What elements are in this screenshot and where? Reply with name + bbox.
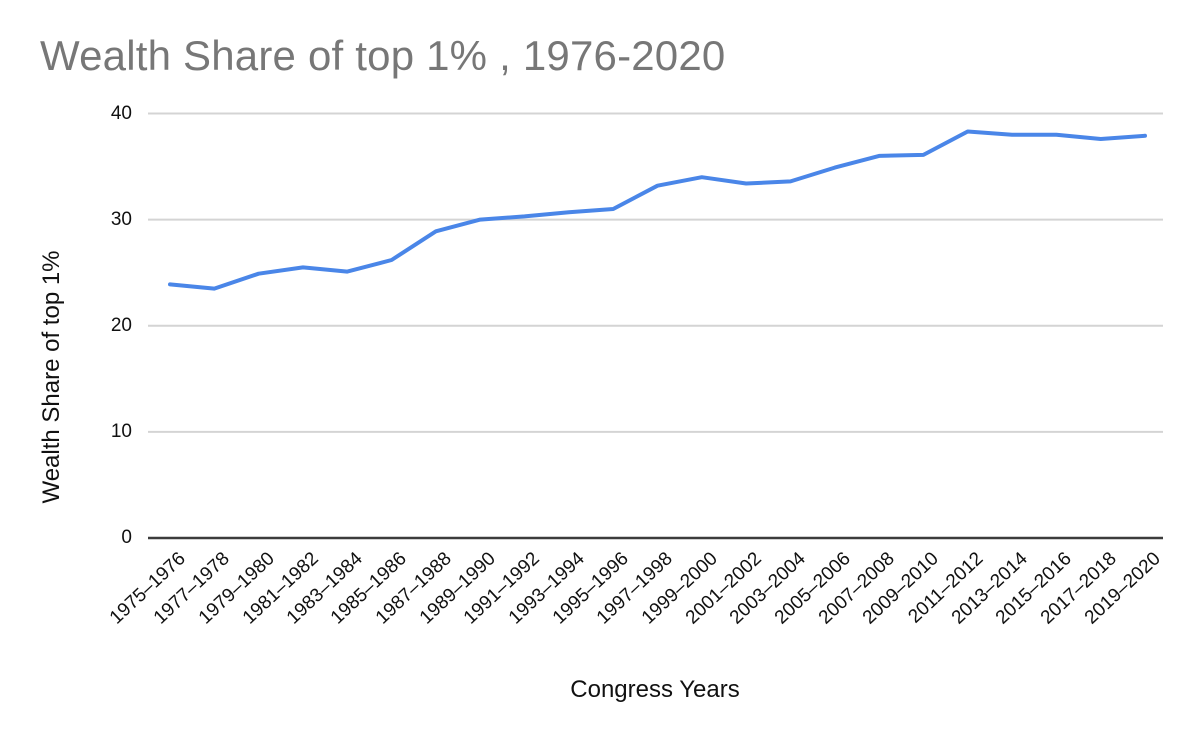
y-axis-title: Wealth Share of top 1% <box>38 250 65 504</box>
y-tick-label: 30 <box>110 208 132 230</box>
y-tick-label: 0 <box>121 527 132 548</box>
series-line-wealth-share <box>168 129 1147 291</box>
y-tick-label: 10 <box>110 420 132 442</box>
y-tick-label: 20 <box>110 314 132 336</box>
chart-title: Wealth Share of top 1% , 1976-2020 <box>40 32 726 79</box>
x-axis-title: Congress Years <box>570 676 740 703</box>
y-tick-label: 40 <box>110 102 132 124</box>
